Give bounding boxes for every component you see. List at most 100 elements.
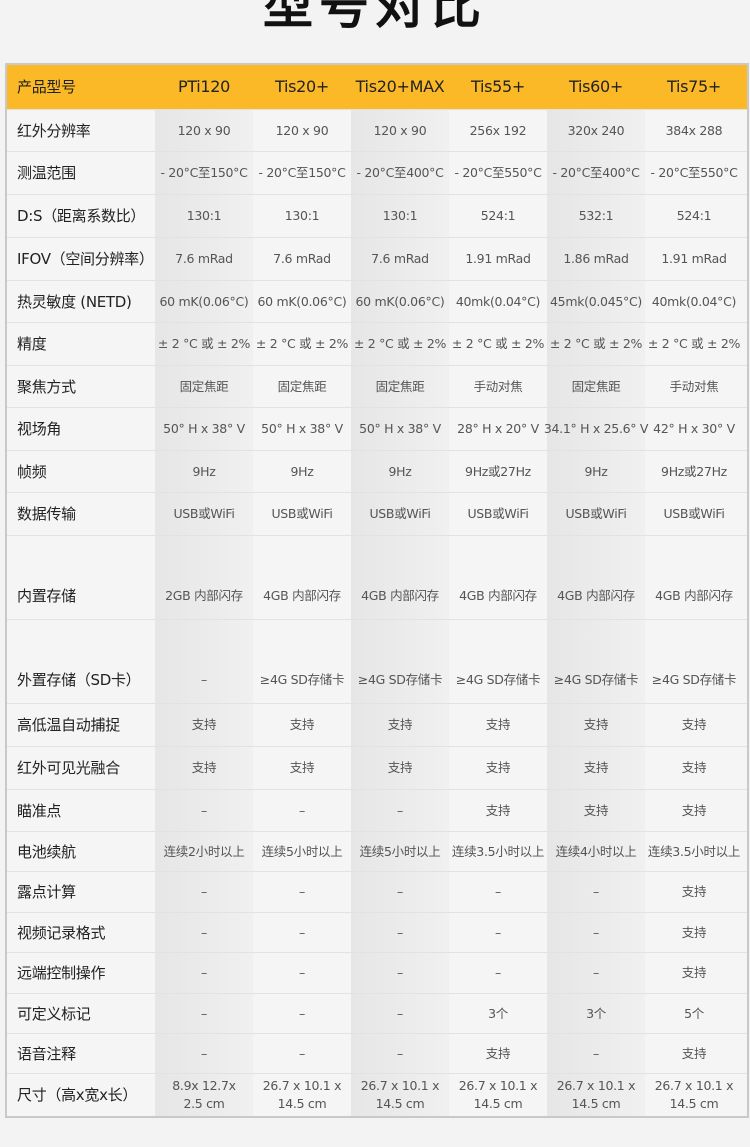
spec-value: 50° H x 38° V <box>351 408 449 450</box>
table-row: 视场角 50° H x 38° V 50° H x 38° V 50° H x 38°… <box>7 407 747 450</box>
spec-value: 4GB 内部闪存 <box>263 588 341 603</box>
spec-value: – <box>155 872 253 912</box>
table-row: 外置存储（SD卡） – ≥4G SD存储卡 ≥4G SD存储卡 ≥4G SD存储卡 ≥4G… <box>7 619 747 703</box>
spec-value: 支持 <box>289 717 315 732</box>
spec-value: 连续5小时以上 <box>351 832 449 871</box>
row-label: D:S（距离系数比） <box>17 207 146 225</box>
spec-value: 4GB 内部闪存 <box>351 536 449 619</box>
table-row: 电池续航 连续2小时以上 连续5小时以上 连续5小时以上 连续3.5小时以上 连续4小时以… <box>7 831 747 871</box>
spec-value: 28° H x 20° V <box>457 421 539 436</box>
row-label: 测温范围 <box>17 164 76 182</box>
spec-value: 60 mK(0.06°C) <box>257 293 347 309</box>
spec-value: 9Hz或27Hz <box>661 463 727 479</box>
spec-value: 支持 <box>155 704 253 746</box>
spec-value: 支持 <box>681 924 707 940</box>
spec-value: 9Hz <box>547 451 645 492</box>
model-header: Tis55+ <box>470 77 526 96</box>
spec-value: 9Hz <box>290 463 314 479</box>
spec-value: 524:1 <box>676 208 712 223</box>
spec-value: – <box>299 965 305 980</box>
table-row: 瞄准点 – – – 支持 支持 支持 <box>7 789 747 831</box>
spec-value: 4GB 内部闪存 <box>547 536 645 619</box>
spec-value: USB或WiFi <box>547 493 645 535</box>
page-title: 型号对比 <box>263 0 487 35</box>
spec-value: 130:1 <box>155 195 253 237</box>
spec-value: 524:1 <box>480 208 516 223</box>
model-header: Tis60+ <box>568 77 624 96</box>
table-row: 聚焦方式 固定焦距 固定焦距 固定焦距 手动对焦 固定焦距 手动对焦 <box>7 365 747 407</box>
table-row: D:S（距离系数比） 130:1 130:1 130:1 524:1 532:1 524:1 <box>7 194 747 237</box>
spec-value: 1.91 mRad <box>661 251 727 266</box>
spec-value: ≥4G SD存储卡 <box>455 672 541 687</box>
table-row: 测温范围 - 20°C至150°C - 20°C至150°C - 20°C至400°C… <box>7 151 747 194</box>
row-label: 数据传输 <box>17 505 76 523</box>
spec-value: ± 2 °C 或 ± 2% <box>255 336 349 351</box>
spec-value: 连续2小时以上 <box>155 832 253 871</box>
spec-value: 3个 <box>547 994 645 1033</box>
spec-value: 4GB 内部闪存 <box>459 588 537 603</box>
spec-value: - 20°C至400°C <box>351 152 449 194</box>
spec-value: 固定焦距 <box>351 366 449 407</box>
spec-value: 7.6 mRad <box>351 238 449 280</box>
spec-value: 384x 288 <box>665 122 723 138</box>
spec-value: 26.7 x 10.1 x 14.5 cm <box>547 1074 645 1116</box>
table-row: 帧频 9Hz 9Hz 9Hz 9Hz或27Hz 9Hz 9Hz或27Hz <box>7 450 747 492</box>
spec-value: 26.7 x 10.1 x 14.5 cm <box>351 1074 449 1116</box>
spec-value: 支持 <box>681 717 707 732</box>
table-row: 红外可见光融合 支持 支持 支持 支持 支持 支持 <box>7 746 747 789</box>
spec-value: ≥4G SD存储卡 <box>651 672 737 687</box>
spec-value: 7.6 mRad <box>273 251 331 266</box>
row-label: 热灵敏度 (NETD) <box>17 292 132 311</box>
spec-value: - 20°C至150°C <box>155 152 253 194</box>
spec-value: ≥4G SD存储卡 <box>259 672 345 687</box>
spec-value: 支持 <box>485 1045 511 1061</box>
spec-value: – <box>547 1034 645 1073</box>
model-header: Tis75+ <box>666 77 722 96</box>
row-label: 高低温自动捕捉 <box>17 716 120 734</box>
spec-value: 130:1 <box>284 208 320 223</box>
row-label: 可定义标记 <box>17 1004 91 1023</box>
row-label: 红外可见光融合 <box>17 759 120 777</box>
spec-value: 9Hz <box>351 451 449 492</box>
spec-value: – <box>351 1034 449 1073</box>
table-row: 远端控制操作 – – – – – 支持 <box>7 952 747 993</box>
spec-value: 60 mK(0.06°C) <box>155 281 253 322</box>
spec-value: 4GB 内部闪存 <box>655 588 733 603</box>
spec-value: 固定焦距 <box>277 378 327 394</box>
spec-value: 50° H x 38° V <box>261 421 343 436</box>
spec-value: – <box>495 884 501 899</box>
spec-value: 1.91 mRad <box>465 251 531 266</box>
spec-value: ± 2 °C 或 ± 2% <box>451 336 545 351</box>
spec-value: 支持 <box>547 790 645 831</box>
spec-value: 支持 <box>289 760 315 775</box>
spec-value: USB或WiFi <box>467 506 529 521</box>
row-label: 内置存储 <box>17 587 76 605</box>
row-label: 外置存储（SD卡） <box>17 671 141 689</box>
spec-value: 固定焦距 <box>547 366 645 407</box>
spec-value: – <box>351 872 449 912</box>
row-label: 电池续航 <box>17 842 76 861</box>
spec-value: ± 2 °C 或 ± 2% <box>647 336 741 351</box>
spec-value: – <box>495 924 501 940</box>
table-row: IFOV（空间分辨率） 7.6 mRad 7.6 mRad 7.6 mRad 1.91 … <box>7 237 747 280</box>
spec-value: 5个 <box>684 1005 704 1021</box>
table-row: 语音注释 – – – 支持 – 支持 <box>7 1033 747 1073</box>
spec-value: 9Hz或27Hz <box>465 463 531 479</box>
spec-value: – <box>547 953 645 993</box>
model-header: PTi120 <box>177 77 231 96</box>
spec-value: 9Hz <box>155 451 253 492</box>
spec-value: 7.6 mRad <box>155 238 253 280</box>
spec-value: 支持 <box>485 760 511 775</box>
spec-value: – <box>351 913 449 952</box>
spec-value: – <box>351 790 449 831</box>
spec-value: 支持 <box>547 704 645 746</box>
model-header: Tis20+MAX <box>355 77 445 96</box>
spec-value: 支持 <box>351 704 449 746</box>
spec-value: 支持 <box>351 747 449 789</box>
spec-value: 连续5小时以上 <box>261 843 343 859</box>
spec-value: 2GB 内部闪存 <box>155 536 253 619</box>
spec-value: – <box>155 790 253 831</box>
row-label: 露点计算 <box>17 883 76 901</box>
table-row: 可定义标记 – – – 3个 3个 5个 <box>7 993 747 1033</box>
spec-value: – <box>299 1005 305 1021</box>
